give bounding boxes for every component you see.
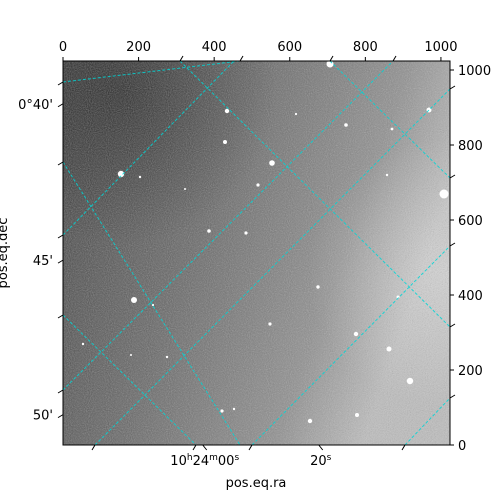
dec-minor-tick bbox=[57, 314, 64, 319]
dec-minor-tick bbox=[57, 234, 64, 239]
x-axis-label: pos.eq.ra bbox=[226, 476, 287, 491]
ra-minor-tick bbox=[192, 444, 197, 451]
grid-line bbox=[329, 61, 450, 179]
ra-tick-label-part: 24 bbox=[193, 454, 210, 469]
pixel-axes: 0 200 400 600 800 1000 0 200 400 600 800 1000 bbox=[59, 40, 491, 454]
grid-line bbox=[63, 161, 241, 445]
ra-tick-label-part: m bbox=[209, 453, 218, 463]
ra-tick-label-part: s bbox=[327, 453, 332, 463]
dec-minor-tick bbox=[57, 389, 64, 394]
coordinate-grid bbox=[63, 61, 450, 445]
ra-tick-label-part: s bbox=[234, 453, 239, 463]
dec-minor-tick bbox=[57, 161, 64, 166]
grid-line bbox=[63, 314, 197, 445]
right-axis-tick-label: 400 bbox=[458, 289, 483, 304]
right-world-tick bbox=[449, 242, 456, 247]
grid-line bbox=[63, 61, 235, 236]
ra-tick-label-part: 20 bbox=[310, 454, 327, 469]
top-world-tick bbox=[179, 55, 184, 62]
right-axis-tick-label: 0 bbox=[458, 439, 466, 454]
top-axis-tick-label: 0 bbox=[59, 40, 67, 55]
right-axis-tick-label: 800 bbox=[458, 139, 483, 154]
right-world-tick bbox=[449, 323, 456, 328]
grid-line bbox=[94, 88, 450, 445]
right-axis-tick-label: 600 bbox=[458, 214, 483, 229]
dec-tick bbox=[57, 103, 64, 108]
plot-frame bbox=[62, 60, 451, 446]
y-axis-label: pos.eq.dec bbox=[0, 218, 11, 289]
dec-minor-tick bbox=[57, 81, 64, 86]
star-field bbox=[81, 60, 449, 424]
ra-tick-label: 20s bbox=[310, 453, 332, 469]
ra-tick bbox=[202, 444, 208, 451]
ra-minor-tick bbox=[91, 444, 96, 451]
dec-tick-label: 50' bbox=[33, 409, 53, 424]
right-world-tick bbox=[449, 174, 456, 179]
right-world-tick bbox=[449, 394, 456, 399]
ra-tick-label-part: 10 bbox=[170, 454, 187, 469]
grid-line bbox=[251, 245, 450, 445]
right-axis-tick-label: 200 bbox=[458, 364, 483, 379]
ra-minor-tick bbox=[401, 444, 406, 451]
ra-minor-tick bbox=[248, 444, 253, 451]
top-axis-tick-label: 400 bbox=[202, 40, 227, 55]
top-world-tick bbox=[239, 55, 244, 62]
dec-tick-label: 45' bbox=[33, 254, 53, 269]
right-world-tick bbox=[449, 85, 456, 90]
right-axis-tick-label: 1000 bbox=[458, 64, 491, 79]
dec-tick bbox=[57, 414, 64, 419]
grid-line bbox=[63, 61, 394, 391]
top-axis-tick-label: 600 bbox=[277, 40, 302, 55]
ra-tick-label: 10h24m00s bbox=[170, 453, 239, 469]
top-axis-tick-label: 200 bbox=[126, 40, 151, 55]
ra-tick bbox=[318, 444, 324, 451]
top-world-tick bbox=[329, 55, 334, 62]
dec-tick-label: 0°40' bbox=[18, 98, 53, 113]
ra-tick-label-part: 00 bbox=[218, 454, 235, 469]
grid-line bbox=[179, 61, 450, 328]
top-axis-tick-label: 1000 bbox=[424, 40, 457, 55]
top-world-tick bbox=[392, 55, 397, 62]
grid-line bbox=[404, 397, 450, 445]
top-axis-tick-label: 800 bbox=[353, 40, 378, 55]
sky-image bbox=[63, 60, 450, 445]
dec-tick bbox=[57, 259, 64, 264]
ra-tick-label-part: h bbox=[187, 453, 193, 463]
